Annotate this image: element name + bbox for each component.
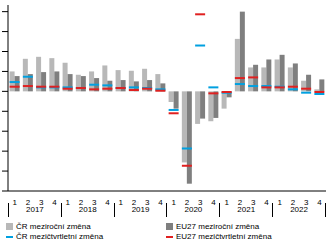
svg-text:4: 4 bbox=[105, 198, 110, 205]
svg-text:2: 2 bbox=[79, 198, 84, 205]
svg-text:1: 1 bbox=[118, 198, 123, 205]
html-text:2019: 2019 bbox=[131, 205, 150, 214]
html-text:2020: 2020 bbox=[184, 205, 203, 214]
svg-text:1: 1 bbox=[12, 198, 17, 205]
svg-text:2: 2 bbox=[26, 198, 31, 205]
svg-text:2: 2 bbox=[238, 198, 243, 205]
svg-text:3: 3 bbox=[251, 198, 256, 205]
html-text:2021: 2021 bbox=[237, 205, 256, 214]
html-text:ČR meziroční změna: ČR meziroční změna bbox=[16, 222, 91, 231]
html-text:2017: 2017 bbox=[26, 205, 44, 214]
html-text:2018: 2018 bbox=[78, 205, 97, 214]
svg-text:4: 4 bbox=[52, 198, 57, 205]
svg-text:4: 4 bbox=[211, 198, 216, 205]
html-text:2022: 2022 bbox=[290, 205, 308, 214]
svg-text:1: 1 bbox=[171, 198, 176, 205]
svg-text:1: 1 bbox=[224, 198, 229, 205]
svg-text:3: 3 bbox=[145, 198, 150, 205]
svg-text:4: 4 bbox=[317, 198, 322, 205]
html-text:ČR mezičtvrtletní změna: ČR mezičtvrtletní změna bbox=[16, 232, 104, 241]
svg-text:3: 3 bbox=[304, 198, 309, 205]
svg-text:3: 3 bbox=[39, 198, 44, 205]
svg-text:2: 2 bbox=[291, 198, 296, 205]
svg-text:3: 3 bbox=[92, 198, 97, 205]
svg-text:2: 2 bbox=[132, 198, 137, 205]
svg-text:4: 4 bbox=[158, 198, 163, 205]
svg-text:1: 1 bbox=[277, 198, 282, 205]
svg-text:2: 2 bbox=[185, 198, 190, 205]
svg-text:3: 3 bbox=[198, 198, 203, 205]
html-text:EU27 meziroční změna: EU27 meziroční změna bbox=[176, 222, 260, 231]
svg-text:4: 4 bbox=[264, 198, 269, 205]
html-text:EU27 mezičtvrtletní změna: EU27 mezičtvrtletní změna bbox=[176, 232, 272, 241]
svg-text:1: 1 bbox=[65, 198, 70, 205]
